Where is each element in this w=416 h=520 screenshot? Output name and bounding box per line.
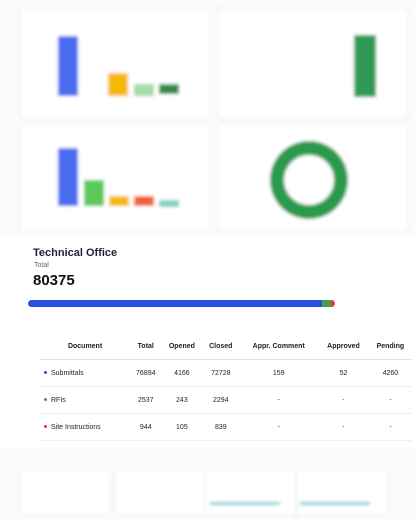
table-cell: 839 — [202, 413, 240, 441]
progress-segment — [321, 300, 332, 307]
table-cell: 105 — [161, 413, 203, 441]
status-dot — [44, 398, 47, 402]
document-cell: Site Instructions — [40, 413, 131, 441]
column-header: Total — [130, 333, 162, 360]
column-header: Opened — [161, 333, 203, 360]
table-cell: 52 — [318, 359, 369, 387]
table-cell: 243 — [161, 386, 203, 414]
table-cell: 72728 — [202, 359, 240, 387]
status-dot — [44, 371, 47, 375]
document-name: Site Instructions — [51, 423, 101, 431]
table-header: Document Total Opened Closed Appr. Comment Ap… — [40, 333, 412, 360]
document-name: RFIs — [51, 396, 66, 404]
total-label: Total — [34, 262, 49, 269]
table-cell: 2294 — [202, 386, 240, 414]
table-cell: 4166 — [161, 359, 203, 387]
table-row: RFIs 2537 243 2294- - - — [40, 386, 412, 414]
document-cell: Submittals — [40, 359, 131, 387]
document-table: Document Total Opened Closed Appr. Comment Ap… — [40, 333, 412, 441]
table-cell: - — [368, 413, 412, 441]
table-cell: 159 — [239, 359, 319, 387]
table-row: Submittals 76894 4166 72728 159 52 4260 — [40, 359, 412, 387]
column-header: Closed — [202, 333, 240, 360]
table-cell: - — [318, 386, 369, 414]
column-header: Pending — [368, 333, 412, 360]
table-cell: - — [318, 413, 369, 441]
document-name: Submittals — [51, 369, 84, 377]
table-cell: - — [239, 386, 319, 414]
document-cell: RFIs — [40, 386, 131, 414]
column-header: Approved — [318, 333, 369, 360]
section-title: Technical Office — [33, 247, 118, 259]
table-cell: 2537 — [130, 386, 162, 414]
progress-bar — [28, 300, 335, 307]
progress-segment — [331, 300, 335, 307]
progress-segment — [28, 300, 322, 307]
column-header: Appr. Comment — [239, 333, 319, 360]
table-row: Site Instructions 944 105 839- - - — [40, 413, 412, 441]
table-cell: - — [239, 413, 319, 441]
table-cell: 76894 — [130, 359, 162, 387]
total-value: 80375 — [33, 272, 75, 289]
table-cell: 4260 — [368, 359, 412, 387]
table-cell: 944 — [130, 413, 162, 441]
column-header: Document — [40, 333, 131, 360]
status-dot — [44, 425, 47, 429]
table-cell: - — [368, 386, 412, 414]
